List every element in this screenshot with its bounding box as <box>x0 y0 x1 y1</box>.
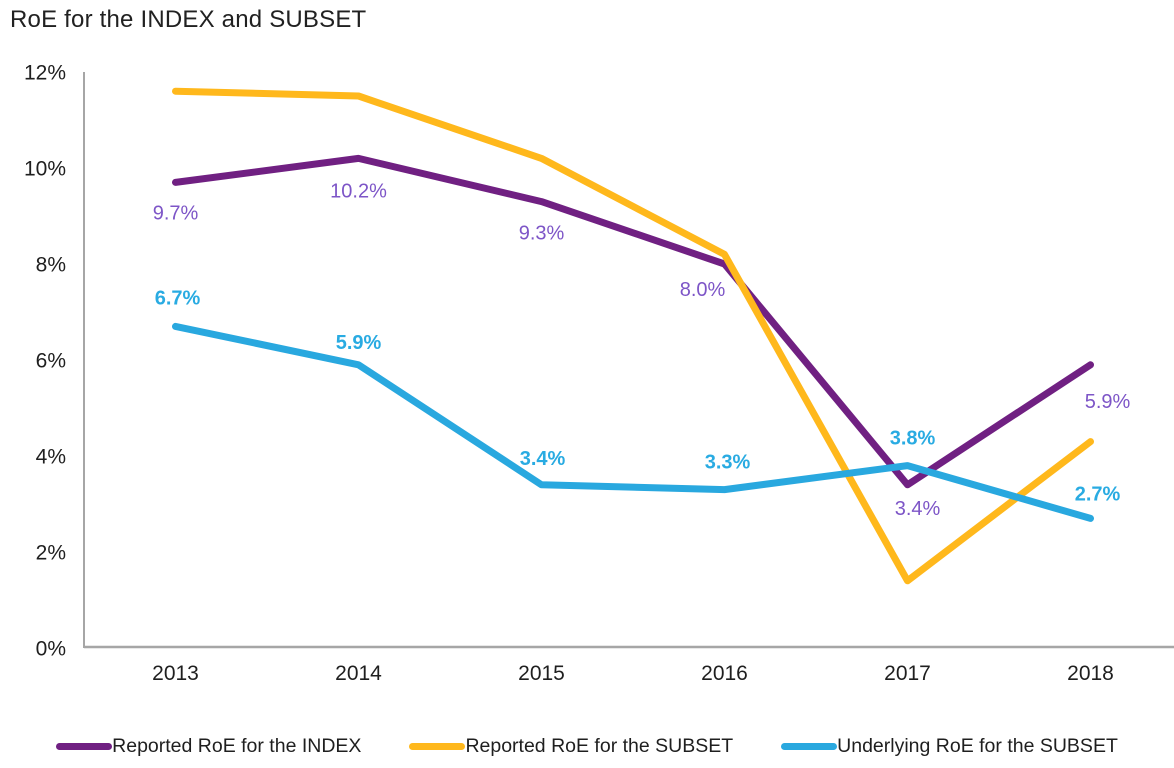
y-tick-label: 12% <box>24 62 66 85</box>
legend-label: Reported RoE for the INDEX <box>112 735 362 757</box>
data-label: 9.7% <box>153 202 199 224</box>
x-tick-label: 2013 <box>152 662 199 685</box>
legend-item: Underlying RoE for the SUBSET <box>781 735 1118 758</box>
legend-swatch-icon <box>409 743 466 750</box>
data-label: 3.3% <box>705 452 751 474</box>
legend-item: Reported RoE for the INDEX <box>56 735 361 758</box>
data-label: 5.9% <box>1085 391 1131 413</box>
legend: Reported RoE for the INDEX Reported RoE f… <box>0 735 1174 758</box>
x-tick-label: 2016 <box>701 662 748 685</box>
data-label: 3.4% <box>520 448 566 470</box>
legend-label: Underlying RoE for the SUBSET <box>837 735 1118 757</box>
data-label: 10.2% <box>330 180 387 202</box>
data-label: 6.7% <box>155 287 201 309</box>
legend-item: Reported RoE for the SUBSET <box>409 735 733 758</box>
data-label: 2.7% <box>1075 483 1121 505</box>
series-line-1 <box>172 154 1094 489</box>
legend-swatch-icon <box>781 743 838 750</box>
y-tick-label: 6% <box>36 350 66 373</box>
x-tick-label: 2014 <box>335 662 382 685</box>
chart-title: RoE for the INDEX and SUBSET <box>10 6 367 33</box>
x-tick-label: 2018 <box>1067 662 1114 685</box>
data-label: 9.3% <box>519 223 565 245</box>
y-tick-label: 2% <box>36 542 66 565</box>
legend-swatch-icon <box>56 743 113 750</box>
y-tick-label: 4% <box>36 446 66 469</box>
series-line-3 <box>172 322 1094 522</box>
data-label: 8.0% <box>680 279 726 301</box>
x-tick-label: 2015 <box>518 662 565 685</box>
y-tick-label: 8% <box>36 254 66 277</box>
series-line-2 <box>172 87 1094 585</box>
y-tick-label: 0% <box>36 638 66 661</box>
data-label: 5.9% <box>336 332 382 354</box>
y-tick-label: 10% <box>24 158 66 181</box>
x-tick-label: 2017 <box>884 662 931 685</box>
legend-label: Reported RoE for the SUBSET <box>465 735 734 757</box>
data-label: 3.8% <box>890 428 936 450</box>
data-label: 3.4% <box>895 498 941 520</box>
